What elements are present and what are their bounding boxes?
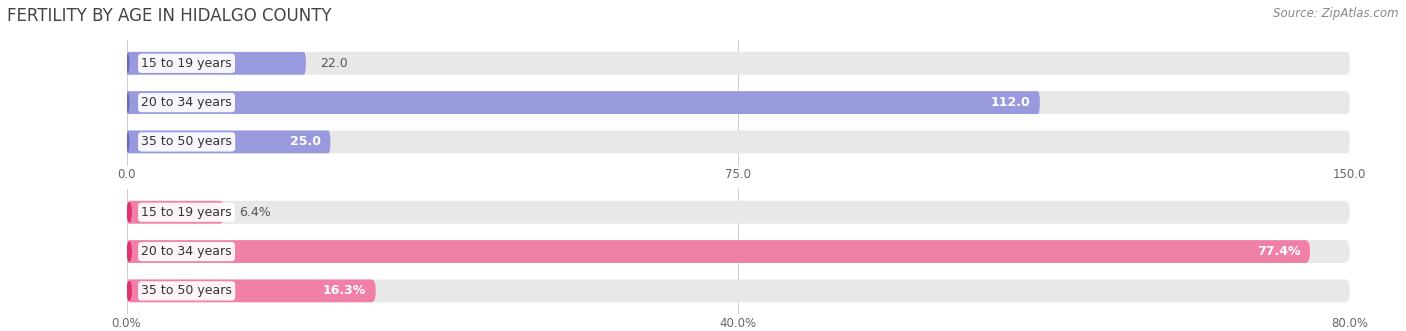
- FancyBboxPatch shape: [127, 130, 330, 153]
- FancyBboxPatch shape: [127, 240, 132, 263]
- FancyBboxPatch shape: [127, 240, 1310, 263]
- Text: 16.3%: 16.3%: [323, 284, 366, 297]
- FancyBboxPatch shape: [127, 240, 1350, 263]
- Text: 20 to 34 years: 20 to 34 years: [141, 245, 232, 258]
- FancyBboxPatch shape: [127, 91, 1040, 114]
- Text: 15 to 19 years: 15 to 19 years: [141, 206, 232, 219]
- FancyBboxPatch shape: [127, 279, 1350, 302]
- Text: 6.4%: 6.4%: [239, 206, 271, 219]
- FancyBboxPatch shape: [127, 52, 129, 75]
- FancyBboxPatch shape: [127, 52, 1350, 75]
- Text: 22.0: 22.0: [321, 57, 349, 70]
- Text: 77.4%: 77.4%: [1257, 245, 1301, 258]
- FancyBboxPatch shape: [127, 279, 132, 302]
- FancyBboxPatch shape: [127, 130, 1350, 153]
- FancyBboxPatch shape: [127, 279, 375, 302]
- FancyBboxPatch shape: [127, 201, 1350, 224]
- Text: 25.0: 25.0: [290, 135, 321, 148]
- Text: 35 to 50 years: 35 to 50 years: [141, 135, 232, 148]
- Text: 15 to 19 years: 15 to 19 years: [141, 57, 232, 70]
- Text: 20 to 34 years: 20 to 34 years: [141, 96, 232, 109]
- FancyBboxPatch shape: [127, 91, 129, 114]
- FancyBboxPatch shape: [127, 201, 225, 224]
- FancyBboxPatch shape: [127, 52, 307, 75]
- Text: 35 to 50 years: 35 to 50 years: [141, 284, 232, 297]
- FancyBboxPatch shape: [127, 91, 1350, 114]
- FancyBboxPatch shape: [127, 201, 132, 224]
- Text: 112.0: 112.0: [990, 96, 1031, 109]
- FancyBboxPatch shape: [127, 130, 129, 153]
- Text: FERTILITY BY AGE IN HIDALGO COUNTY: FERTILITY BY AGE IN HIDALGO COUNTY: [7, 7, 332, 24]
- Text: Source: ZipAtlas.com: Source: ZipAtlas.com: [1274, 7, 1399, 20]
